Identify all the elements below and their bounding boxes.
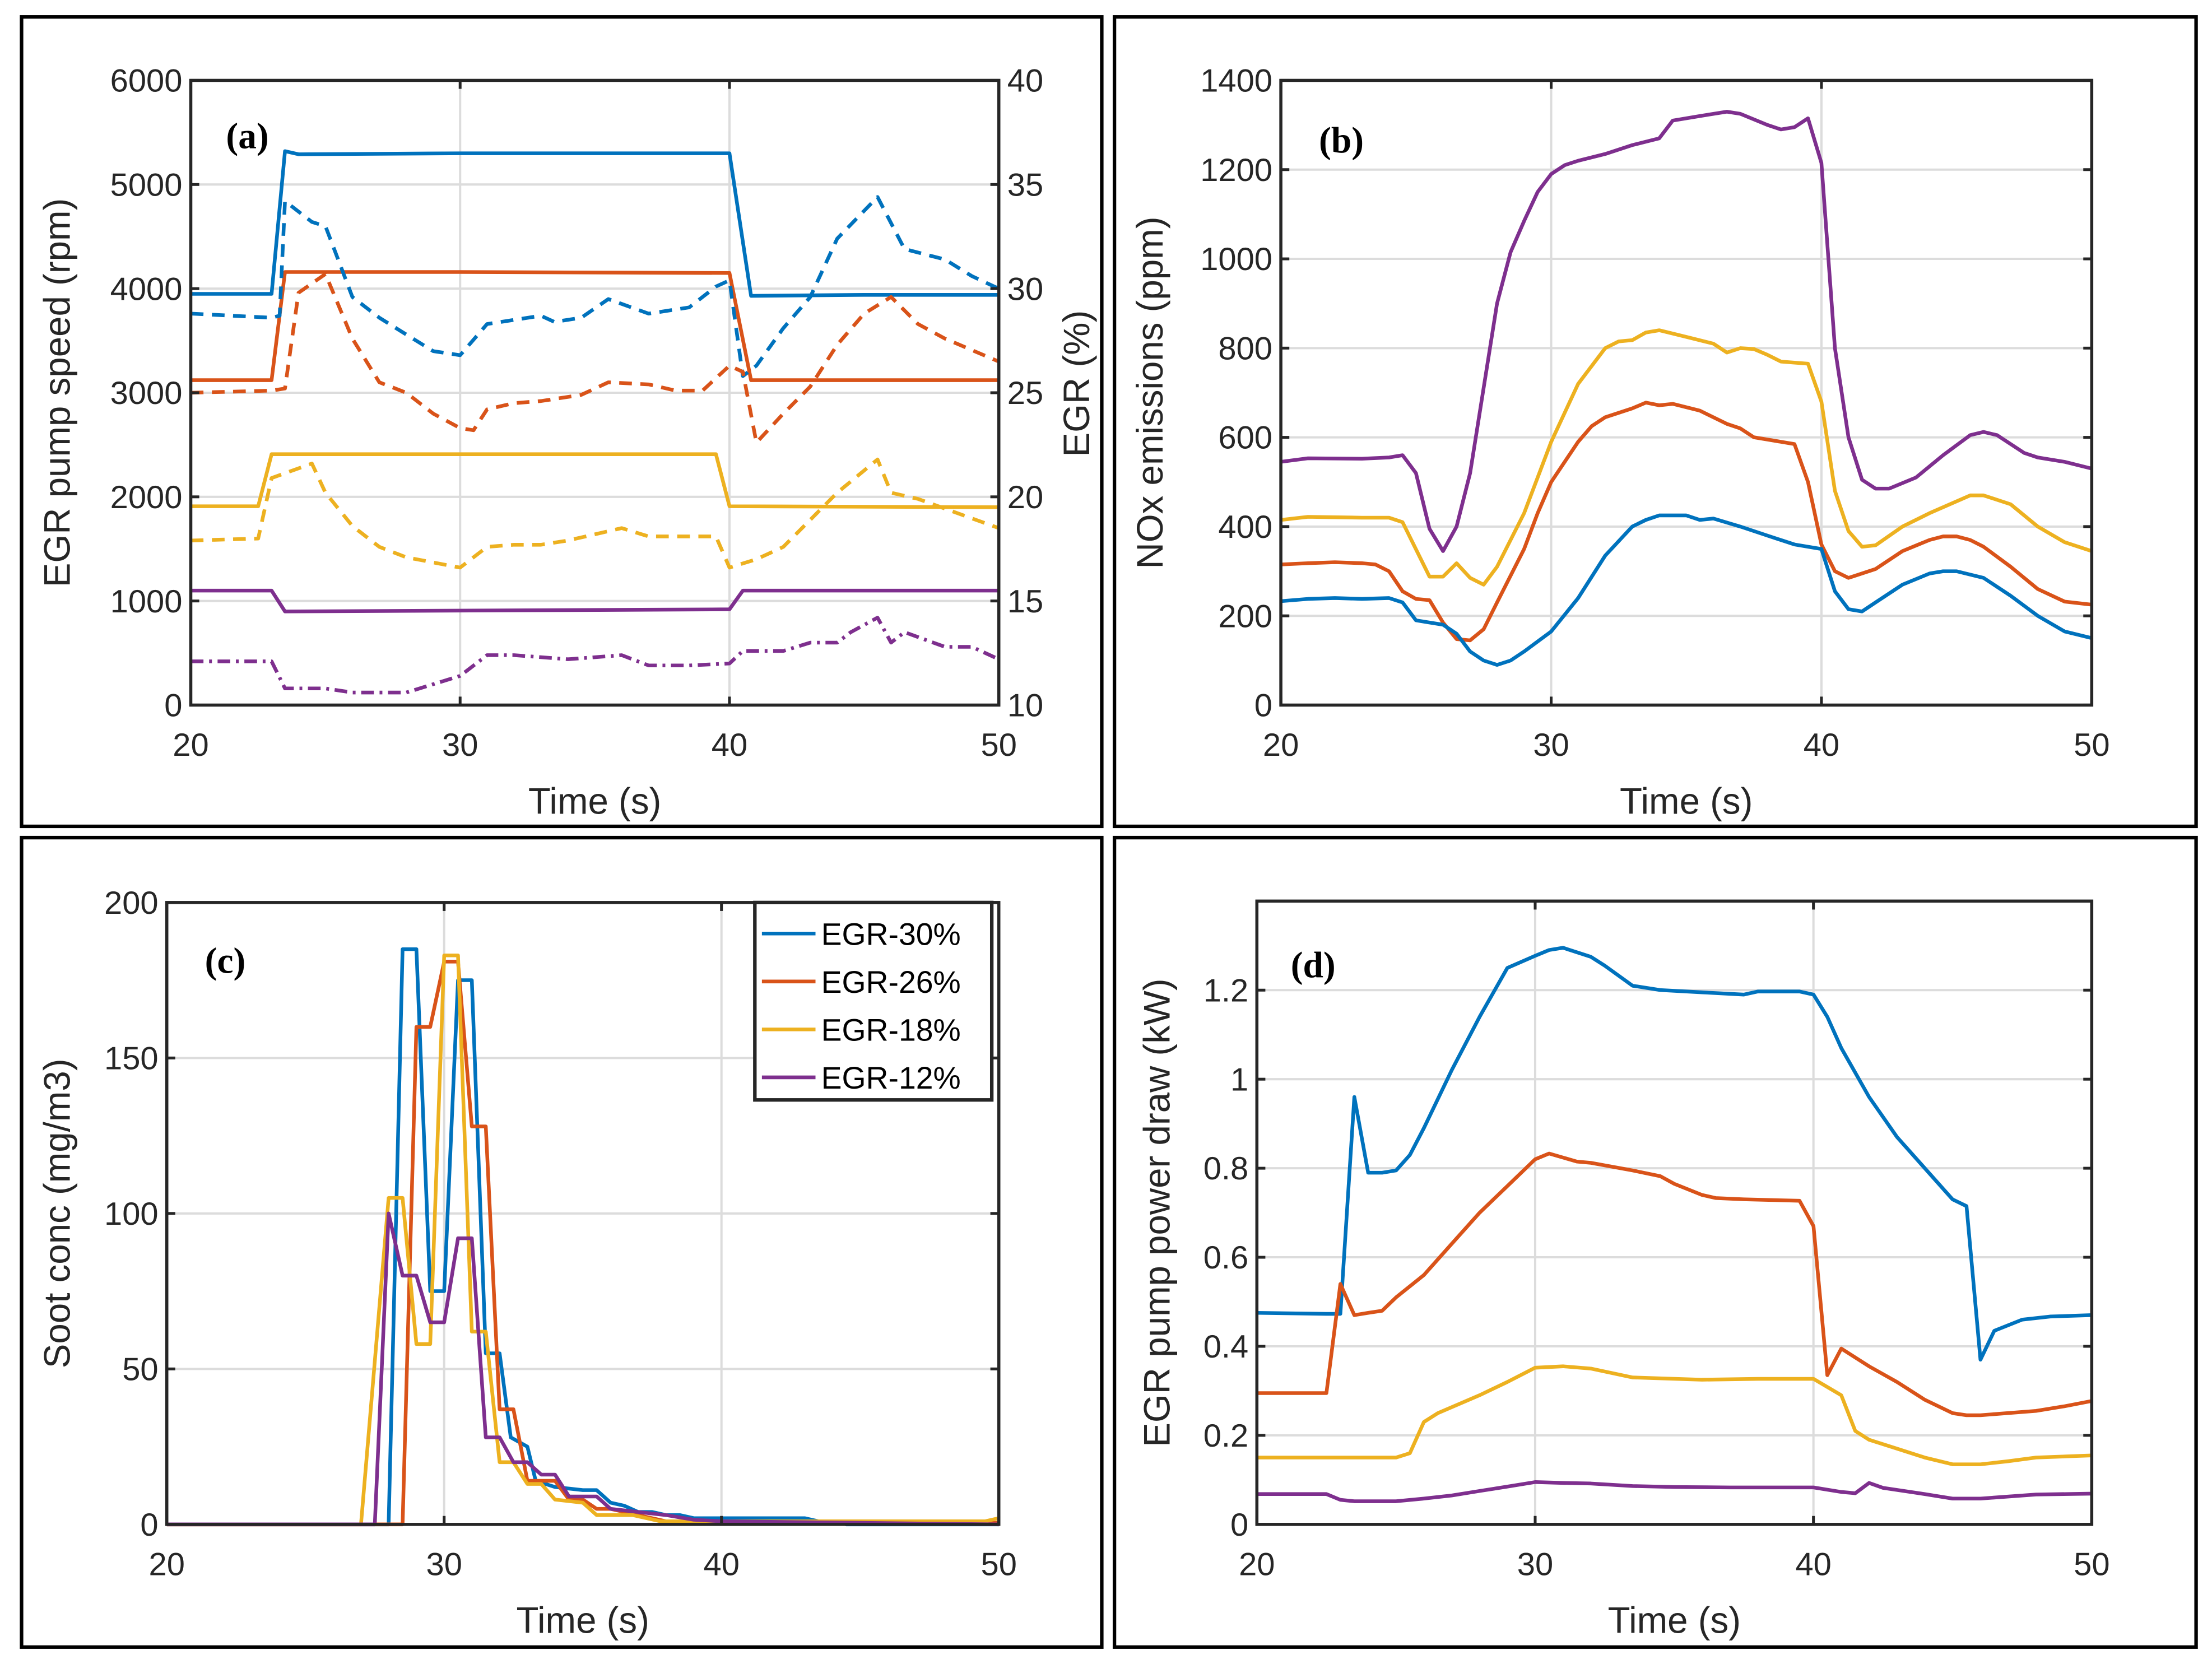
x-tick-label: 50 [2074,727,2109,763]
y2-tick-label: 15 [1007,584,1043,620]
y-tick-label: 0 [140,1507,158,1543]
y2-tick-label: 25 [1007,375,1043,411]
x-tick-label: 40 [712,727,747,763]
series-line-egr-18pct [1280,328,2093,587]
y-tick-label: 0.2 [1203,1418,1248,1454]
x-tick-label: 40 [704,1546,740,1582]
legend-label: EGR-30% [821,917,961,951]
y-tick-label: 3000 [110,375,183,411]
plot-area [1281,80,2092,705]
x-tick-label: 40 [1795,1546,1831,1582]
plot-area [1257,901,2092,1524]
y-tick-label: 0.4 [1203,1329,1248,1365]
series-line-egr-12pct [1257,1480,2092,1503]
series-line-egr-30pct [1257,946,2092,1362]
series-line-egr-26pct [1280,401,2092,643]
x-tick-label: 50 [2074,1546,2109,1582]
x-tick-label: 20 [1239,1546,1275,1582]
x-tick-label: 30 [1533,727,1569,763]
series-line-egr-18pct [166,953,1000,1527]
y-tick-label: 50 [122,1351,158,1387]
y-axis-label: Soot conc (mg/m3) [36,1058,77,1368]
x-axis-label: Time (s) [1620,780,1753,821]
y-tick-label: 1200 [1200,152,1272,188]
panel-d: 20 30 40 50 0 0.2 0.4 0.6 0.8 1 1.2 Time (s) EGR pum… [1112,835,2198,1649]
y-tick-label: 150 [104,1040,159,1076]
axes-box [1279,78,2094,707]
series-line-egr-30pct [1280,513,2093,667]
x-tick-label: 40 [1804,727,1839,763]
series-line-egr-30pct [190,149,999,298]
series-line-egr-18pct [190,452,999,509]
y-axis-label: EGR pump speed (rpm) [36,198,77,588]
y2-tick-label: 40 [1007,63,1043,99]
series-line-egr-26pct [190,270,999,382]
y-tick-label: 0.8 [1203,1151,1248,1187]
x-tick-label: 20 [1263,727,1299,763]
x-axis-label: Time (s) [1608,1600,1741,1641]
y2-tick-label: 30 [1007,271,1043,307]
axes-box [1255,899,2094,1526]
x-tick-label: 50 [981,1546,1017,1582]
y-tick-label: 4000 [110,271,183,307]
panel-label: (b) [1319,120,1364,161]
series-line-egr-12pct [190,588,999,613]
y-tick-label: 0 [1230,1507,1248,1543]
y-axis-label: NOx emissions (ppm) [1130,216,1170,569]
panel-label: (c) [205,941,246,982]
panel-label: (d) [1291,945,1336,986]
series-line-egr-18pct [1257,1364,2092,1466]
series-line-egr-12pct [166,1211,999,1527]
y-tick-label: 5000 [110,167,183,203]
y-tick-label: 800 [1218,331,1272,366]
y-axis-label: EGR pump power draw (kW) [1137,978,1178,1447]
y-tick-label: 200 [104,885,159,921]
y-tick-label: 200 [1218,598,1272,634]
y2-tick-label: 35 [1007,167,1043,203]
legend-label: EGR-12% [821,1061,961,1095]
legend: EGR-30% EGR-26% EGR-18% EGR-12% [753,900,994,1102]
legend-box [753,900,994,1102]
panel-label: (a) [226,116,268,156]
x-tick-label: 30 [1517,1546,1553,1582]
x-axis-label: Time (s) [516,1600,649,1641]
y-tick-label: 1 [1230,1062,1248,1098]
y-tick-label: 0 [164,688,182,724]
y-tick-label: 600 [1218,420,1272,456]
y-tick-label: 400 [1218,509,1272,545]
y-tick-label: 6000 [110,63,183,99]
y-tick-label: 1000 [1200,241,1272,277]
series-line-egr-12pct [190,616,1000,695]
x-tick-label: 50 [981,727,1017,763]
y2-axis-label: EGR (%) [1056,310,1097,457]
legend-label: EGR-18% [821,1013,961,1048]
x-tick-label: 30 [426,1546,462,1582]
x-axis-label: Time (s) [528,780,661,821]
x-tick-label: 20 [173,727,208,763]
y-tick-label: 0.6 [1203,1240,1248,1276]
y-tick-label: 100 [104,1196,159,1232]
y2-tick-label: 10 [1007,688,1043,724]
series-line-egr-26pct [190,272,1000,445]
x-tick-label: 20 [149,1546,185,1582]
y-tick-label: 0 [1254,688,1272,724]
panel-a: 20 30 40 50 0 1000 2000 3000 4000 5000 6000 10 15 20 2… [20,15,1104,829]
series-line-egr-30pct [166,947,999,1527]
series-line-egr-26pct [1257,1151,2092,1417]
y-tick-label: 2000 [110,480,183,515]
legend-label: EGR-26% [821,965,961,1000]
y-tick-label: 1400 [1200,63,1272,99]
panel-c: 20 30 40 50 0 50 100 150 200 Time (s) Soot conc (m… [20,835,1104,1649]
series-line-egr-12pct [1280,110,2093,553]
y2-tick-label: 20 [1007,480,1043,515]
panel-b: 20 30 40 50 0 200 400 600 800 1000 1200 1400 Time (s… [1112,15,2198,829]
y-tick-label: 1000 [110,584,183,620]
y-tick-label: 1.2 [1203,973,1248,1008]
x-tick-label: 30 [442,727,478,763]
